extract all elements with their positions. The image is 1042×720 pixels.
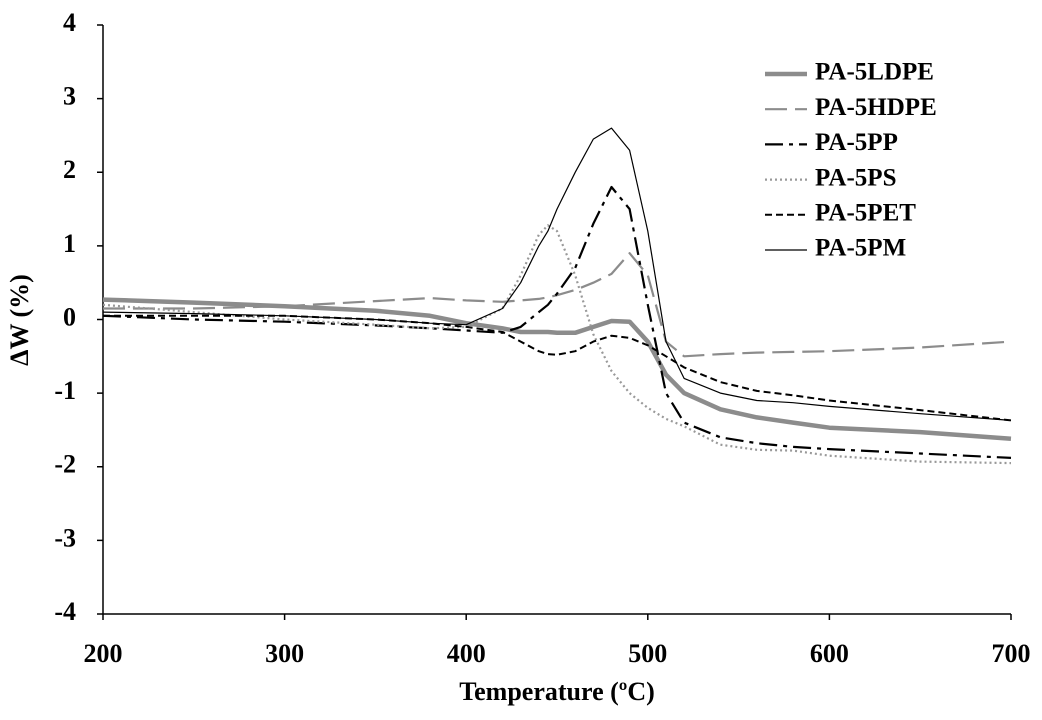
y-tick-label: -1 bbox=[54, 376, 76, 405]
x-tick-label: 200 bbox=[84, 639, 123, 668]
y-axis-title: ΔW (%) bbox=[5, 274, 34, 366]
series-line bbox=[102, 297, 1012, 442]
legend-label: PA-5PM bbox=[815, 235, 906, 262]
y-tick-label: 4 bbox=[63, 8, 76, 37]
y-tick-label: -4 bbox=[54, 597, 76, 626]
legend-label: PA-5PP bbox=[815, 129, 898, 156]
legend-label: PA-5HDPE bbox=[815, 94, 937, 121]
x-tick-label: 700 bbox=[992, 639, 1031, 668]
x-tick-label: 300 bbox=[265, 639, 304, 668]
legend-label: PA-5LDPE bbox=[815, 59, 934, 86]
y-tick-label: 2 bbox=[63, 155, 76, 184]
y-tick-label: 1 bbox=[63, 229, 76, 258]
y-tick-label: 3 bbox=[63, 82, 76, 111]
series-line bbox=[103, 252, 1012, 358]
series-line bbox=[103, 314, 1012, 422]
series-line bbox=[102, 185, 1012, 459]
y-tick-label: 0 bbox=[63, 302, 76, 331]
x-tick-label: 600 bbox=[810, 639, 849, 668]
x-tick-label: 400 bbox=[447, 639, 486, 668]
series-line bbox=[102, 127, 1012, 421]
x-axis-title: Temperature (ºC) bbox=[459, 677, 655, 706]
x-tick-label: 500 bbox=[628, 639, 667, 668]
y-tick-label: -2 bbox=[54, 450, 76, 479]
legend-label: PA-5PET bbox=[815, 200, 916, 227]
y-tick-label: -3 bbox=[54, 523, 76, 552]
legend-label: PA-5PS bbox=[815, 164, 896, 191]
